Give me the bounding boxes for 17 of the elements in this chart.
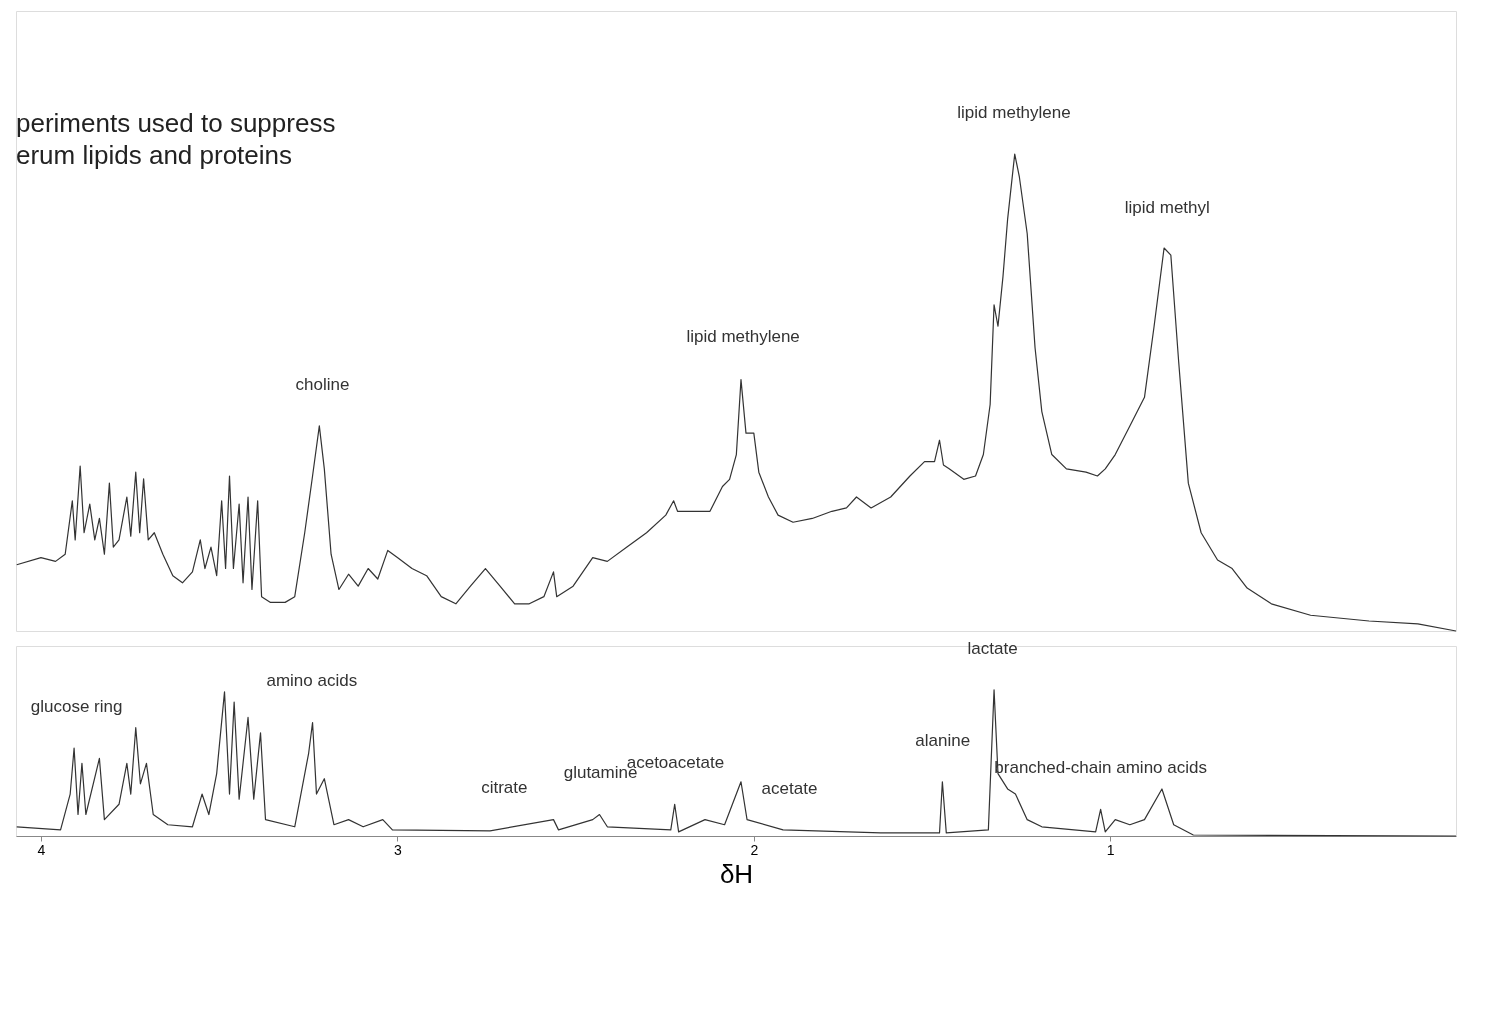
annotation: citrate bbox=[481, 777, 528, 797]
annotation: lipid methyl bbox=[1124, 198, 1210, 218]
text: periments used to suppress bbox=[16, 108, 336, 138]
x-tick-label: 1 bbox=[1106, 841, 1115, 858]
x-tick-label: 2 bbox=[750, 841, 759, 858]
x-axis-title: δH bbox=[719, 858, 754, 889]
annotation: choline bbox=[295, 374, 350, 394]
annotation: glucose ring bbox=[30, 697, 123, 717]
annotation: erum lipids and proteins bbox=[16, 140, 293, 170]
x-tick-label: 3 bbox=[393, 841, 402, 858]
annotation: lactate bbox=[967, 638, 1018, 658]
annotation: acetate bbox=[761, 779, 818, 799]
annotation: amino acids bbox=[266, 671, 358, 690]
annotation: lipid methylene bbox=[686, 327, 800, 347]
x-tick-label: 4 bbox=[37, 841, 46, 858]
annotation: lipid methylene bbox=[957, 103, 1071, 123]
annotation: alanine bbox=[915, 730, 971, 750]
